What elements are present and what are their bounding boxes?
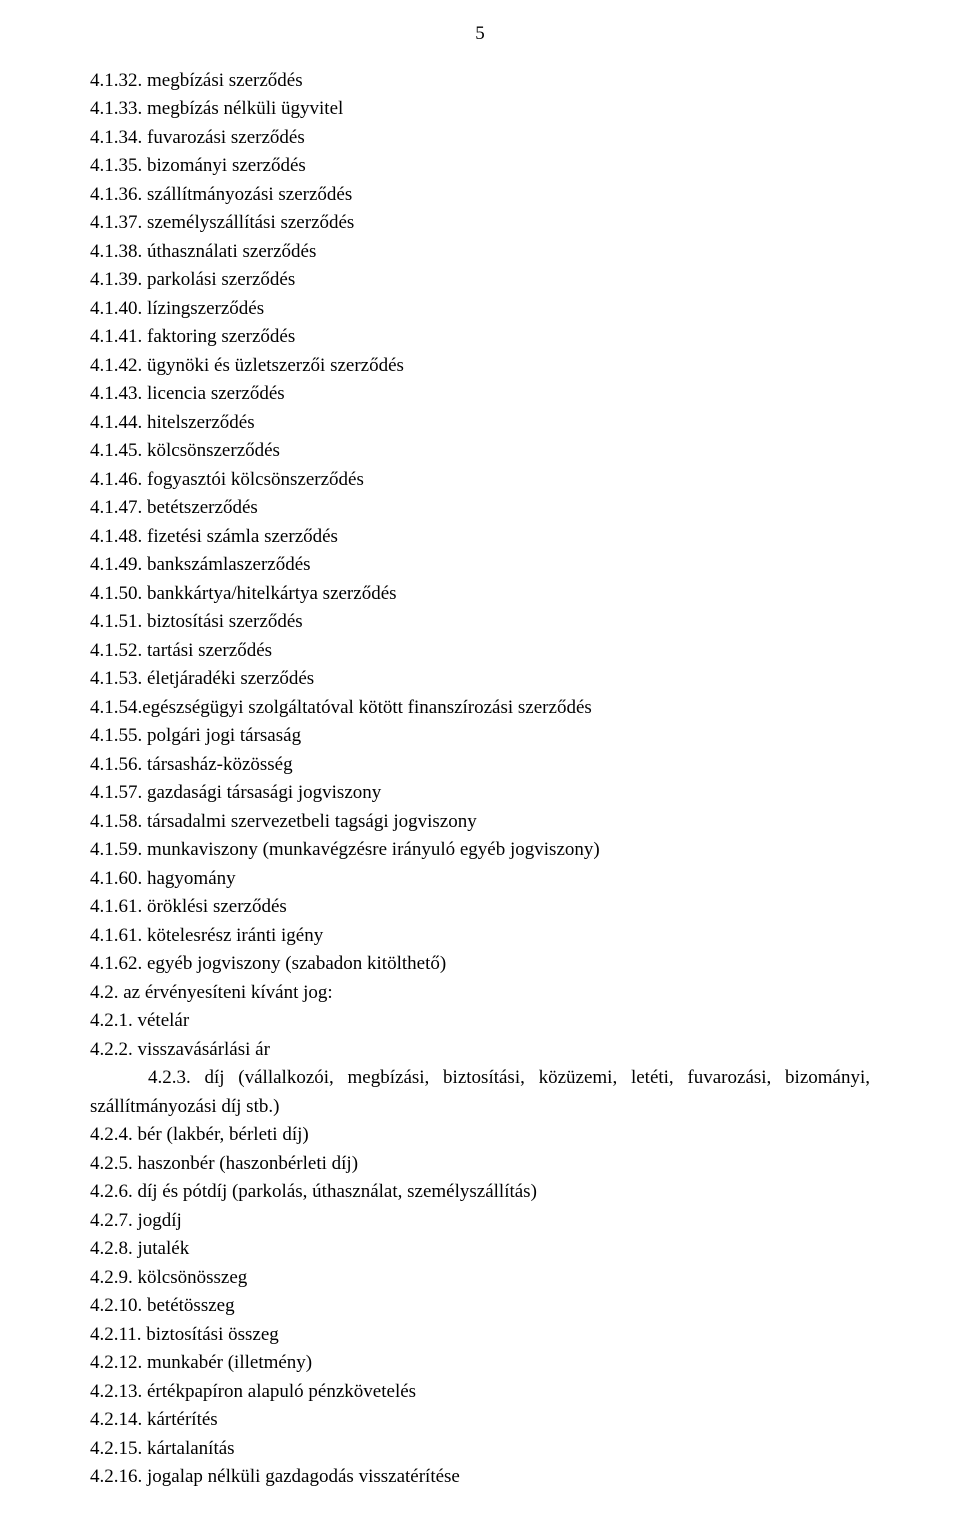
list-item: 4.1.38. úthasználati szerződés (90, 238, 870, 267)
list-item: 4.2.13. értékpapíron alapuló pénzkövetel… (90, 1378, 870, 1407)
list-item: 4.1.33. megbízás nélküli ügyvitel (90, 95, 870, 124)
list-item: 4.1.34. fuvarozási szerződés (90, 124, 870, 153)
list-item: 4.2.10. betétösszeg (90, 1292, 870, 1321)
list-item: 4.1.62. egyéb jogviszony (szabadon kitöl… (90, 950, 870, 979)
list-item: 4.1.48. fizetési számla szerződés (90, 523, 870, 552)
list-item: 4.1.49. bankszámlaszerződés (90, 551, 870, 580)
list-item: 4.1.43. licencia szerződés (90, 380, 870, 409)
list-item: 4.1.56. társasház-közösség (90, 751, 870, 780)
list-item: 4.2.12. munkabér (illetmény) (90, 1349, 870, 1378)
list-item: 4.1.40. lízingszerződés (90, 295, 870, 324)
list-item: 4.2.6. díj és pótdíj (parkolás, úthaszná… (90, 1178, 870, 1207)
list-item: 4.1.53. életjáradéki szerződés (90, 665, 870, 694)
list-item: 4.2.16. jogalap nélküli gazdagodás vissz… (90, 1463, 870, 1492)
list-item: 4.1.35. bizományi szerződés (90, 152, 870, 181)
list-item: 4.1.57. gazdasági társasági jogviszony (90, 779, 870, 808)
list-item: 4.2.11. biztosítási összeg (90, 1321, 870, 1350)
list-item: 4.2.5. haszonbér (haszonbérleti díj) (90, 1150, 870, 1179)
list-item: 4.1.61. öröklési szerződés (90, 893, 870, 922)
list-item: 4.2.3. díj (vállalkozói, megbízási, bizt… (90, 1064, 870, 1121)
list-item: 4.1.60. hagyomány (90, 865, 870, 894)
list-item: 4.2. az érvényesíteni kívánt jog: (90, 979, 870, 1008)
list-item: 4.1.46. fogyasztói kölcsönszerződés (90, 466, 870, 495)
list-item: 4.1.55. polgári jogi társaság (90, 722, 870, 751)
list-item: 4.2.8. jutalék (90, 1235, 870, 1264)
list-item: 4.1.61. kötelesrész iránti igény (90, 922, 870, 951)
list-item: 4.2.9. kölcsönösszeg (90, 1264, 870, 1293)
page-number: 5 (90, 20, 870, 49)
list-item: 4.1.59. munkaviszony (munkavégzésre irán… (90, 836, 870, 865)
list-item: 4.1.37. személyszállítási szerződés (90, 209, 870, 238)
list-item: 4.1.50. bankkártya/hitelkártya szerződés (90, 580, 870, 609)
list-item: 4.2.15. kártalanítás (90, 1435, 870, 1464)
list-item: 4.1.45. kölcsönszerződés (90, 437, 870, 466)
list-item: 4.2.1. vételár (90, 1007, 870, 1036)
list-item: 4.1.51. biztosítási szerződés (90, 608, 870, 637)
list-item: 4.1.58. társadalmi szervezetbeli tagsági… (90, 808, 870, 837)
list-item: 4.1.54.egészségügyi szolgáltatóval kötöt… (90, 694, 870, 723)
list-item: 4.2.4. bér (lakbér, bérleti díj) (90, 1121, 870, 1150)
list-item: 4.1.41. faktoring szerződés (90, 323, 870, 352)
list-item: 4.2.14. kártérítés (90, 1406, 870, 1435)
document-page: 5 4.1.32. megbízási szerződés4.1.33. meg… (0, 0, 960, 1532)
list-item: 4.1.52. tartási szerződés (90, 637, 870, 666)
list-item: 4.1.42. ügynöki és üzletszerzői szerződé… (90, 352, 870, 381)
list-item: 4.2.2. visszavásárlási ár (90, 1036, 870, 1065)
list-item: 4.1.36. szállítmányozási szerződés (90, 181, 870, 210)
list-item: 4.1.32. megbízási szerződés (90, 67, 870, 96)
list-item: 4.2.7. jogdíj (90, 1207, 870, 1236)
list-item: 4.1.39. parkolási szerződés (90, 266, 870, 295)
document-body: 4.1.32. megbízási szerződés4.1.33. megbí… (90, 67, 870, 1492)
list-item: 4.1.44. hitelszerződés (90, 409, 870, 438)
list-item: 4.1.47. betétszerződés (90, 494, 870, 523)
